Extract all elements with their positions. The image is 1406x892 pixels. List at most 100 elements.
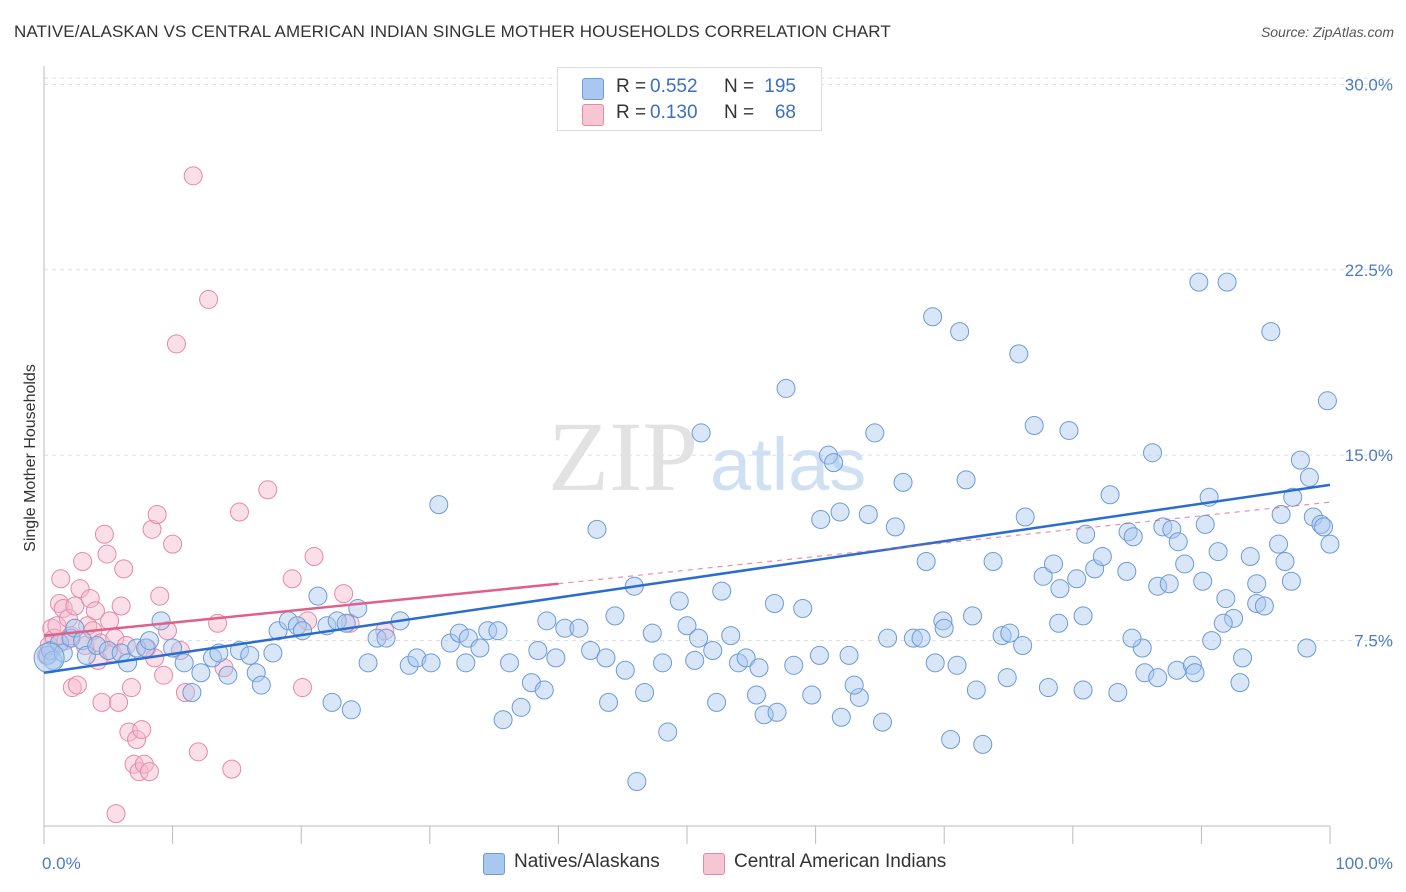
blue-point: [263, 643, 283, 663]
blue-point: [721, 626, 741, 646]
blue-point: [830, 502, 850, 522]
blue-point: [1217, 272, 1237, 292]
blue-point: [1271, 505, 1291, 525]
blue-point: [923, 307, 943, 327]
legend-n-value: 195: [764, 76, 796, 97]
blue-point: [1224, 608, 1244, 628]
blue-point: [1143, 443, 1163, 463]
pink-point: [183, 166, 203, 186]
blue-point: [1314, 517, 1334, 537]
pink-point: [298, 611, 318, 631]
x-tick-label: 100.0%: [1335, 854, 1393, 873]
blue-point: [950, 322, 970, 342]
trend-lines: [43, 483, 1331, 674]
blue-point: [916, 551, 936, 571]
pink-point: [80, 589, 100, 609]
pink-point: [132, 720, 152, 740]
blue-point: [831, 707, 851, 727]
legend-swatch-blue: [582, 78, 604, 100]
blue-point: [76, 645, 96, 665]
pink-point: [188, 742, 208, 762]
pink-point: [94, 524, 114, 544]
blue-point: [962, 606, 982, 626]
pink-point: [304, 547, 324, 567]
blue-point: [569, 618, 589, 638]
pink-trend-line: [43, 582, 559, 637]
blue-point: [240, 645, 260, 665]
pink-point: [109, 692, 129, 712]
blue-point: [933, 611, 953, 631]
blue-point: [33, 642, 65, 674]
blue-point: [358, 653, 378, 673]
blue-point: [151, 611, 171, 631]
pink-point: [65, 596, 85, 616]
blue-point: [493, 710, 513, 730]
pink-point: [154, 665, 174, 685]
blue-point: [749, 658, 769, 678]
pink-point: [51, 569, 71, 589]
blue-point: [1254, 596, 1274, 616]
blue-point: [1085, 559, 1105, 579]
blue-point: [581, 640, 601, 660]
blue-point: [1162, 519, 1182, 539]
blue-point: [308, 586, 328, 606]
blue-point: [87, 636, 107, 656]
pink-point: [100, 611, 120, 631]
blue-point: [555, 618, 575, 638]
blue-point: [537, 611, 557, 631]
blue-point: [776, 378, 796, 398]
y-tick-label: 30.0%: [1345, 75, 1393, 94]
blue-point: [844, 675, 864, 695]
bottom-legend-swatch-blue: [483, 853, 505, 875]
blue-point: [546, 648, 566, 668]
blue-point: [596, 648, 616, 668]
blue-point: [251, 675, 271, 695]
blue-point: [997, 668, 1017, 688]
blue-point: [599, 692, 619, 712]
blue-point: [858, 505, 878, 525]
blue-point: [627, 772, 647, 792]
pink-point: [106, 804, 126, 824]
pink-point: [97, 544, 117, 564]
blue-point: [376, 628, 396, 648]
y-tick-label: 15.0%: [1345, 446, 1393, 465]
blue-point: [1059, 420, 1079, 440]
blue-point: [1281, 571, 1301, 591]
pink-point: [73, 551, 93, 571]
watermark-zip: ZIP: [548, 401, 698, 512]
blue-point: [689, 628, 709, 648]
legend-row-blue: R = 0.552 N = 195: [582, 76, 796, 102]
blue-point: [911, 628, 931, 648]
legend-r-value: 0.130: [650, 102, 698, 123]
blue-point: [1117, 561, 1137, 581]
pink-point: [139, 762, 159, 782]
blue-point: [992, 626, 1012, 646]
blue-point: [218, 665, 238, 685]
blue-point: [1175, 554, 1195, 574]
blue-point: [1275, 551, 1295, 571]
blue-point: [182, 683, 202, 703]
pink-series-points: [37, 166, 395, 824]
legend-n-value: 68: [774, 102, 796, 123]
blue-point: [677, 616, 697, 636]
blue-point: [587, 519, 607, 539]
legend-swatch-pink: [582, 104, 604, 126]
pink-point: [70, 579, 90, 599]
blue-point: [1317, 391, 1337, 411]
blue-point: [669, 591, 689, 611]
blue-point: [191, 663, 211, 683]
blue-point: [1202, 631, 1222, 651]
blue-point: [1050, 579, 1070, 599]
blue-point: [947, 655, 967, 675]
blue-point: [658, 722, 678, 742]
pink-point: [111, 596, 131, 616]
blue-trend-line: [43, 483, 1331, 674]
blue-point: [1290, 450, 1310, 470]
blue-point: [1297, 638, 1317, 658]
blue-point: [865, 423, 885, 443]
blue-point: [1038, 678, 1058, 698]
axes: [43, 66, 1331, 844]
blue-point: [1132, 638, 1152, 658]
blue-point: [966, 680, 986, 700]
